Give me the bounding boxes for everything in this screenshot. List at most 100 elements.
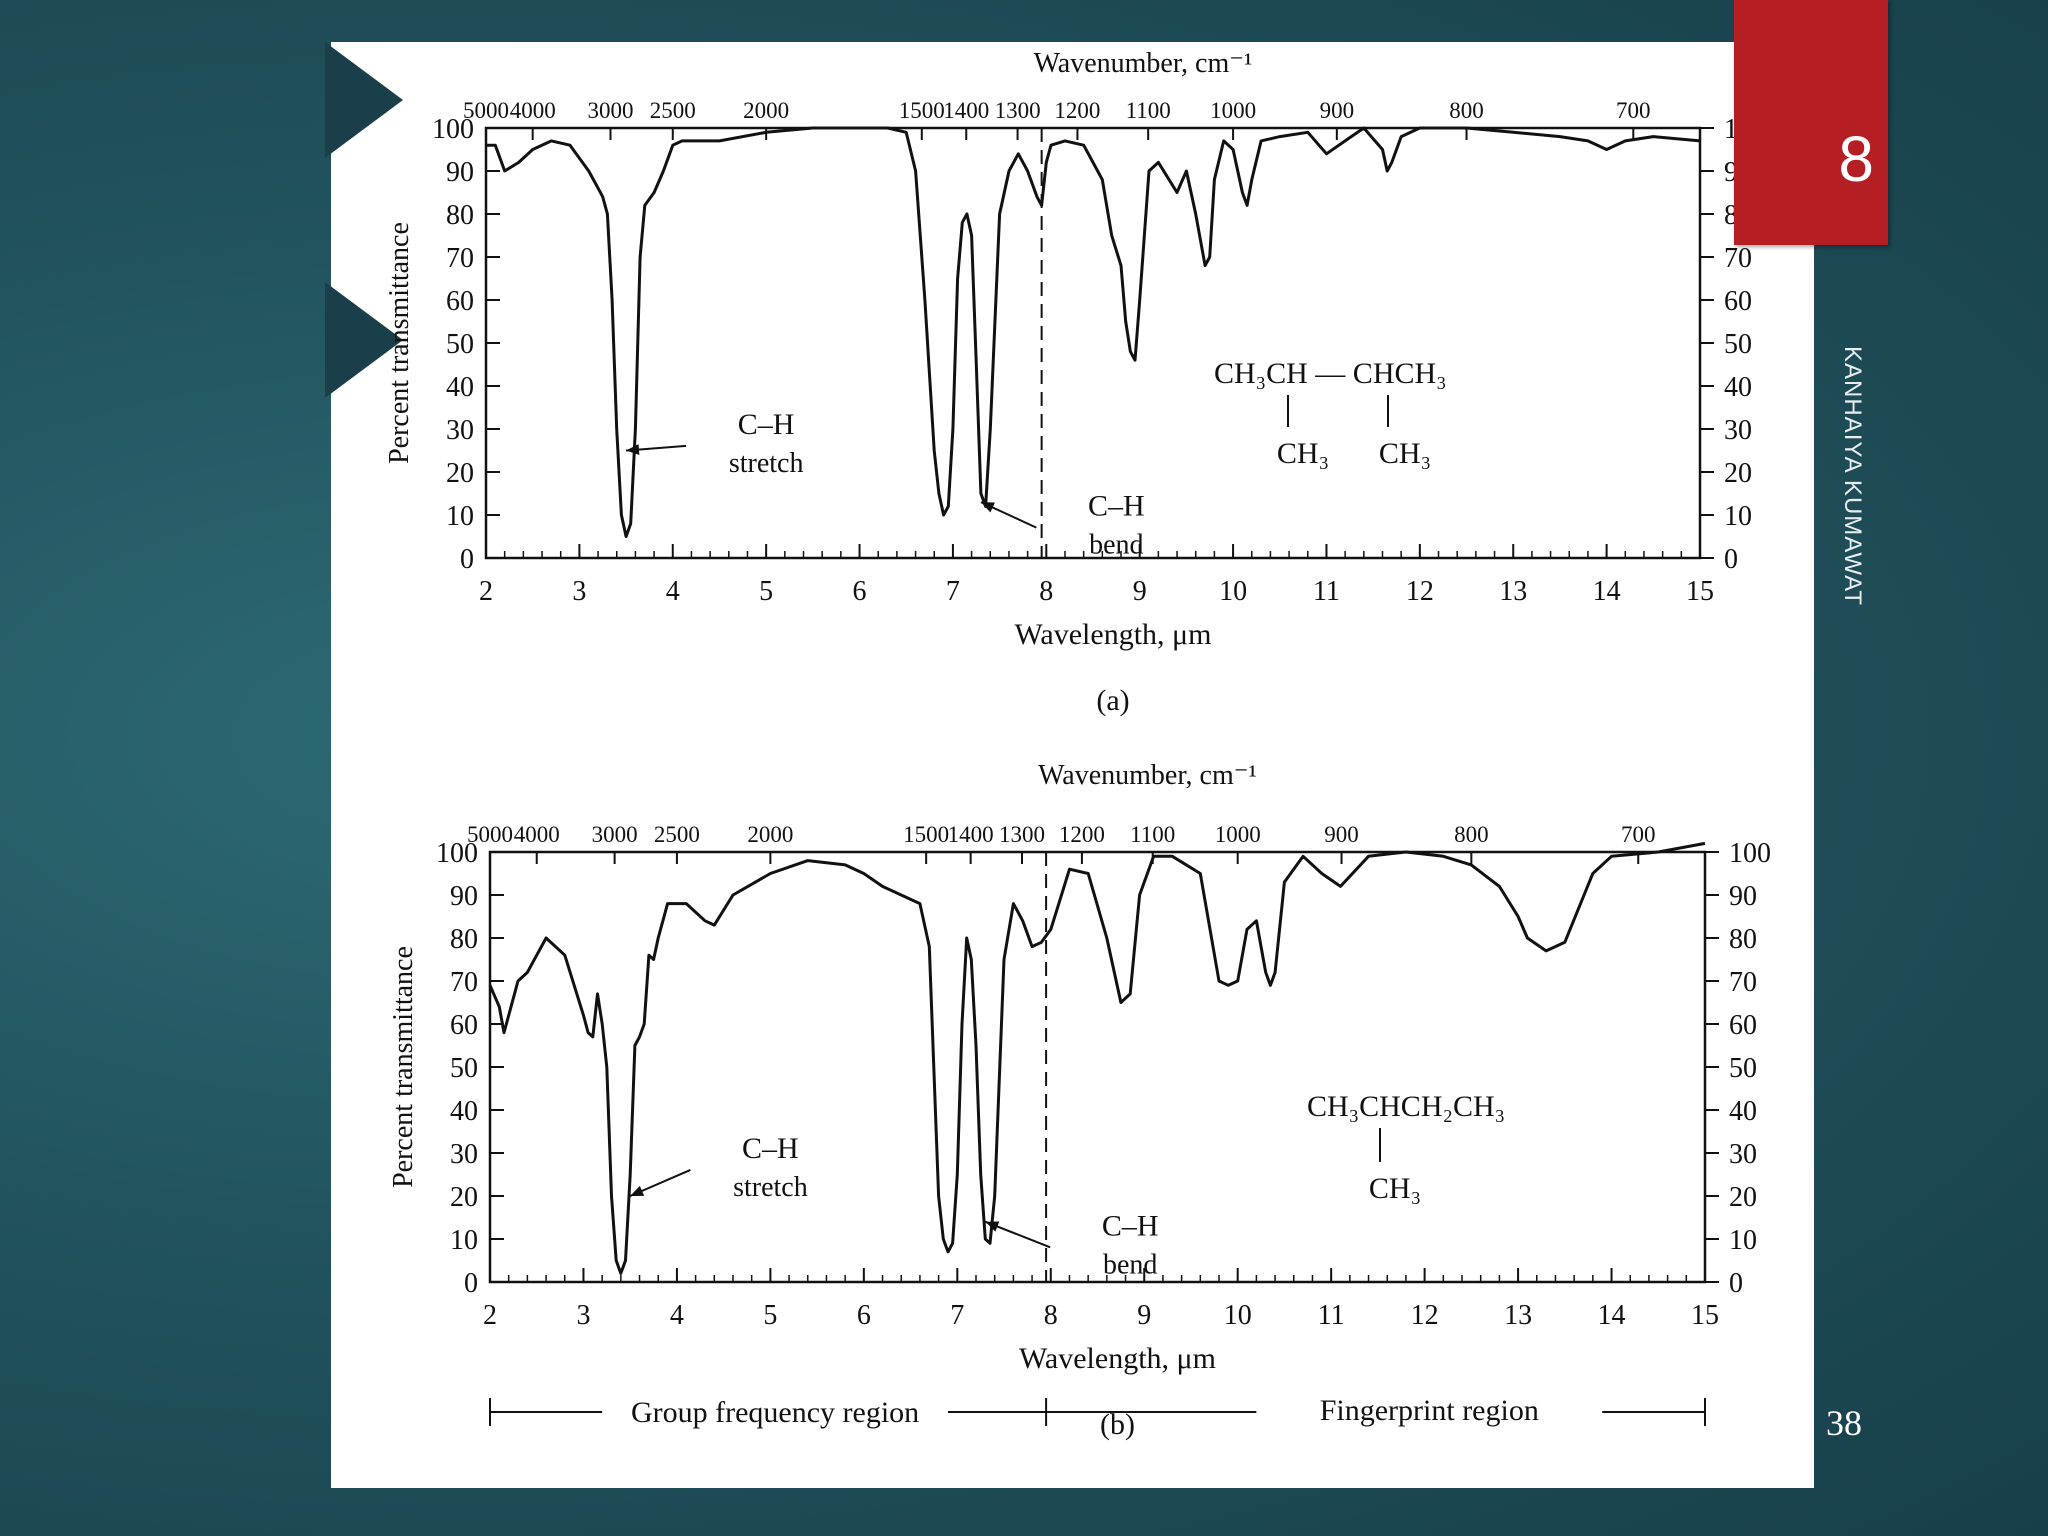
y-tick-label-right: 90 [1729,881,1757,912]
top-tick-label: 2500 [650,98,696,123]
top-tick-label: 1400 [943,98,989,123]
top-tick-label: 800 [1454,822,1489,847]
panel-label: (a) [1096,684,1129,717]
top-tick-label: 3000 [588,98,634,123]
y-tick-label-left: 100 [432,114,474,145]
annotation-label: stretch [729,448,804,479]
x-tick-label: 2 [479,576,493,607]
slide-decor-triangle [325,42,403,158]
y-tick-label-left: 20 [446,458,474,489]
x-tick-label: 12 [1406,576,1434,607]
x-tick-label: 4 [666,576,680,607]
annotation-label: C–H [738,408,795,441]
y-tick-label-right: 60 [1724,286,1752,317]
top-tick-label: 1000 [1210,98,1256,123]
slide-badge: 8 [1734,0,1888,245]
y-tick-label-left: 30 [450,1139,478,1170]
y-tick-label-left: 0 [464,1268,478,1299]
annotation-label: C–H [742,1132,799,1165]
x-tick-label: 14 [1598,1300,1626,1331]
y-tick-label-right: 10 [1729,1225,1757,1256]
x-tick-label: 9 [1137,1300,1151,1331]
y-tick-label-left: 60 [446,286,474,317]
spectrum-line [488,841,1706,1275]
y-tick-label-left: 90 [450,881,478,912]
x-tick-label: 11 [1318,1300,1345,1331]
annotation-label: stretch [733,1172,808,1203]
plot-frame [488,850,1707,1284]
top-tick-label: 2000 [747,822,793,847]
y-tick-label-left: 50 [446,329,474,360]
author-vertical-text: KANHAIYA KUMAWAT [1839,346,1866,607]
x-tick-label: 8 [1039,576,1053,607]
top-tick-label: 1200 [1059,822,1105,847]
fingerprint-region-label: Fingerprint region [1320,1394,1539,1427]
x-tick-label: 13 [1504,1300,1532,1331]
annotation-label: bend [1103,1249,1157,1280]
x-tick-label: 9 [1133,576,1147,607]
y-axis-title: Percent transmittance [384,222,415,464]
top-tick-label: 3000 [592,822,638,847]
y-tick-label-left: 60 [450,1010,478,1041]
top-tick-label: 1100 [1126,98,1171,123]
top-tick-label: 1300 [995,98,1041,123]
x-tick-label: 6 [857,1300,871,1331]
top-tick-label: 5000 [467,822,513,847]
y-tick-label-left: 100 [436,838,478,869]
y-tick-label-right: 30 [1729,1139,1757,1170]
top-axis-title: Wavenumber, cm⁻¹ [1038,760,1257,791]
y-tick-label-left: 40 [450,1096,478,1127]
y-tick-label-right: 40 [1724,372,1752,403]
top-tick-label: 5000 [463,98,509,123]
annotation-label: C–H [1088,490,1145,523]
top-axis-title: Wavenumber, cm⁻¹ [1034,48,1253,79]
top-tick-label: 1400 [948,822,994,847]
y-tick-label-right: 50 [1729,1053,1757,1084]
arrow-head [630,1185,645,1196]
y-tick-label-left: 80 [446,200,474,231]
top-tick-label: 1300 [999,822,1045,847]
arrow-head [980,502,995,513]
x-tick-label: 7 [950,1300,964,1331]
y-tick-label-left: 10 [446,501,474,532]
top-tick-label: 1100 [1130,822,1175,847]
y-tick-label-left: 50 [450,1053,478,1084]
top-tick-label: 2000 [743,98,789,123]
y-tick-label-right: 70 [1724,243,1752,274]
molecule-substituent: CH₃ [1369,1172,1421,1205]
group-frequency-region-label: Group frequency region [631,1396,919,1429]
top-tick-label: 1500 [903,822,949,847]
top-tick-label: 700 [1616,98,1651,123]
x-tick-label: 2 [483,1300,497,1331]
x-tick-label: 15 [1691,1300,1719,1331]
x-tick-label: 5 [759,576,773,607]
x-tick-label: 11 [1313,576,1340,607]
y-tick-label-right: 20 [1724,458,1752,489]
y-tick-label-right: 40 [1729,1096,1757,1127]
top-tick-label: 4000 [510,98,556,123]
y-tick-label-right: 100 [1729,838,1771,869]
y-tick-label-right: 20 [1729,1182,1757,1213]
top-tick-label: 1200 [1054,98,1100,123]
y-tick-label-right: 70 [1729,967,1757,998]
annotation-label: C–H [1102,1209,1159,1242]
y-tick-label-right: 50 [1724,329,1752,360]
y-tick-label-left: 10 [450,1225,478,1256]
y-tick-label-left: 30 [446,415,474,446]
y-tick-label-left: 40 [446,372,474,403]
x-tick-label: 14 [1593,576,1621,607]
y-tick-label-right: 30 [1724,415,1752,446]
y-tick-label-left: 20 [450,1182,478,1213]
annotation-label: bend [1089,530,1143,561]
top-tick-label: 1500 [899,98,945,123]
y-tick-label-left: 90 [446,157,474,188]
x-tick-label: 4 [670,1300,684,1331]
y-axis-title: Percent transmittance [388,946,419,1188]
top-tick-label: 700 [1621,822,1656,847]
arrow-head [985,1221,1000,1232]
molecule-substituent: CH₃ [1277,437,1329,470]
slide-number: 38 [1826,1403,1862,1443]
molecule-formula: CH₃CHCH₂CH₃ [1307,1090,1505,1123]
x-tick-label: 6 [853,576,867,607]
